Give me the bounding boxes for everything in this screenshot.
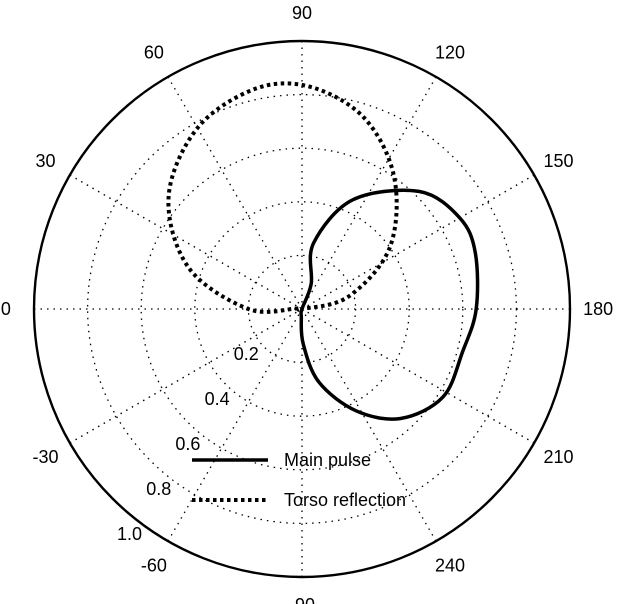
grid-spoke bbox=[301, 308, 535, 444]
grid-ring bbox=[194, 201, 410, 417]
radius-tick-label: 1.0 bbox=[117, 524, 142, 544]
angle-tick-label: 0 bbox=[1, 299, 11, 319]
legend-label: Torso reflection bbox=[284, 490, 406, 510]
angle-tick-label: -60 bbox=[141, 555, 167, 575]
angle-tick-label: 90 bbox=[292, 3, 312, 23]
angle-tick-labels: 90 120 150 180 210 240 -90 -60 -30 0 30 60 bbox=[1, 3, 613, 604]
angle-tick-label: -90 bbox=[289, 595, 315, 604]
grid-spoke bbox=[69, 174, 303, 310]
radius-tick-label: 0.2 bbox=[234, 344, 259, 364]
grid-spoke bbox=[167, 76, 303, 310]
angle-tick-label: 120 bbox=[435, 43, 465, 63]
legend: Main pulse Torso reflection bbox=[192, 450, 406, 510]
radius-tick-label: 0.6 bbox=[175, 434, 200, 454]
grid-ring bbox=[140, 147, 464, 471]
grid-spoke bbox=[301, 174, 535, 310]
torso-reflection-line bbox=[166, 81, 399, 314]
grid-ring bbox=[86, 93, 518, 525]
grid-spoke bbox=[69, 308, 303, 444]
series-lines bbox=[166, 81, 480, 421]
angle-tick-label: 180 bbox=[583, 299, 613, 319]
radius-tick-labels: 0.2 0.4 0.6 0.8 1.0 bbox=[117, 344, 259, 544]
legend-label: Main pulse bbox=[284, 450, 371, 470]
radius-tick-label: 0.8 bbox=[146, 479, 171, 499]
angle-tick-label: 60 bbox=[144, 43, 164, 63]
angle-tick-label: 150 bbox=[543, 151, 573, 171]
angle-tick-label: 30 bbox=[36, 151, 56, 171]
angle-tick-label: 210 bbox=[543, 447, 573, 467]
outer-frame-circle bbox=[32, 39, 572, 579]
polar-grid bbox=[34, 41, 570, 577]
angle-tick-label: 240 bbox=[435, 555, 465, 575]
radius-tick-label: 0.4 bbox=[205, 389, 230, 409]
angle-tick-label: -30 bbox=[33, 447, 59, 467]
main-pulse-line bbox=[299, 188, 480, 421]
